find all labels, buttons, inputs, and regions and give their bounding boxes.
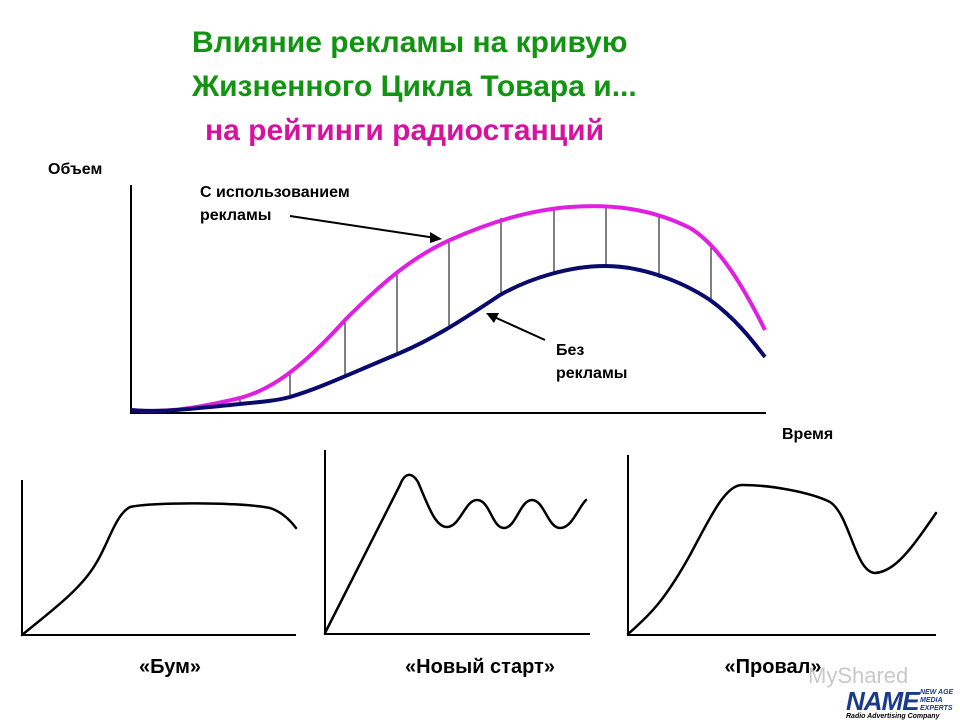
scenario-label: «Новый старт» bbox=[405, 656, 555, 678]
logo-tagline: EXPERTS bbox=[920, 705, 953, 712]
scenario-label: «Бум» bbox=[139, 656, 201, 678]
main-diagram: Объем Время С использованием рекламы Без… bbox=[48, 161, 833, 443]
pointer-arrow bbox=[491, 315, 546, 341]
with-ads-curve bbox=[130, 204, 767, 414]
logo: NAME NEW AGE MEDIA EXPERTS Radio Adverti… bbox=[846, 686, 954, 720]
scenario-failure: «Провал» bbox=[626, 455, 938, 678]
title-line: Влияние рекламы на кривую bbox=[192, 26, 627, 59]
curve-label: Без bbox=[556, 342, 584, 359]
x-axis-label: Время bbox=[782, 426, 833, 443]
curve-label: С использованием bbox=[200, 184, 350, 201]
scenario-new-start: «Новый старт» bbox=[323, 450, 590, 678]
logo-tagline: MEDIA bbox=[920, 697, 943, 704]
arrowhead bbox=[486, 313, 499, 323]
watermark: MyShared bbox=[808, 663, 908, 688]
logo-tagline: NEW AGE bbox=[920, 689, 954, 696]
difference-hatching bbox=[239, 206, 712, 404]
scenario-label: «Провал» bbox=[725, 656, 822, 678]
pointer-arrow bbox=[289, 215, 437, 239]
y-axis-label: Объем bbox=[48, 161, 102, 178]
curve-label: рекламы bbox=[200, 207, 271, 224]
title-line: Жизненного Цикла Товара и... bbox=[191, 70, 637, 103]
without-ads-curve bbox=[130, 263, 767, 413]
curve-label: рекламы bbox=[556, 365, 627, 382]
logo-brand: NAME bbox=[846, 686, 920, 716]
title-line: на рейтинги радиостанций bbox=[205, 114, 604, 147]
logo-company: Radio Advertising Company bbox=[846, 713, 941, 720]
scenario-boom: «Бум» bbox=[20, 480, 298, 678]
arrowhead bbox=[430, 232, 442, 243]
